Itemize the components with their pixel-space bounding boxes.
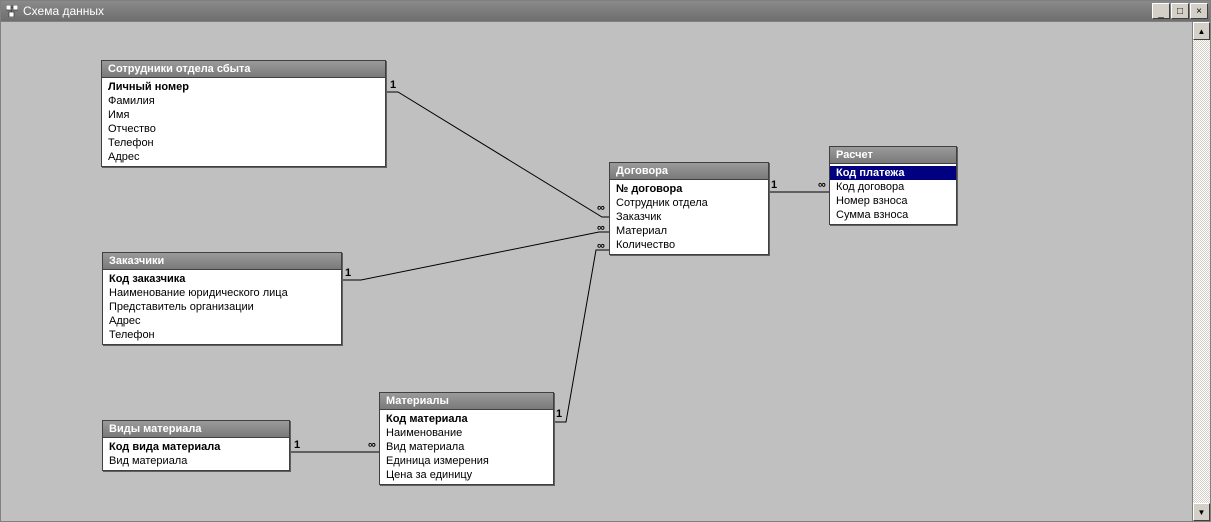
entity-field[interactable]: Код заказчика xyxy=(103,272,341,286)
maximize-button[interactable]: □ xyxy=(1171,3,1189,19)
entity-header[interactable]: Договора xyxy=(610,163,768,180)
entity-field[interactable]: Представитель организации xyxy=(103,300,341,314)
app-window: Схема данных _ □ × Сотрудники отдела сбы… xyxy=(0,0,1211,522)
minimize-button[interactable]: _ xyxy=(1152,3,1170,19)
entity-field[interactable]: Вид материала xyxy=(380,440,553,454)
entity-field[interactable]: № договора xyxy=(610,182,768,196)
relationship-cardinality: 1 xyxy=(556,408,562,420)
relationship-cardinality: ∞ xyxy=(597,222,605,234)
entity-field[interactable]: Сотрудник отдела xyxy=(610,196,768,210)
entity-field[interactable]: Сумма взноса xyxy=(830,208,956,222)
entity-body: Личный номерФамилияИмяОтчествоТелефонАдр… xyxy=(102,78,385,166)
vertical-scrollbar[interactable]: ▲ ▼ xyxy=(1192,22,1210,521)
entity-field[interactable]: Код вида материала xyxy=(103,440,289,454)
entity-body: Код вида материалаВид материала xyxy=(103,438,289,470)
relationship-cardinality: ∞ xyxy=(597,240,605,252)
entity-field[interactable]: Фамилия xyxy=(102,94,385,108)
entity-mattype[interactable]: Виды материалаКод вида материалаВид мате… xyxy=(102,420,290,471)
titlebar[interactable]: Схема данных _ □ × xyxy=(1,1,1210,21)
entity-field[interactable]: Наименование юридического лица xyxy=(103,286,341,300)
entity-field[interactable]: Адрес xyxy=(102,150,385,164)
entity-field[interactable]: Номер взноса xyxy=(830,194,956,208)
schema-canvas[interactable]: Сотрудники отдела сбытаЛичный номерФамил… xyxy=(1,22,1192,521)
relationship-cardinality: ∞ xyxy=(818,179,826,191)
entity-header[interactable]: Расчет xyxy=(830,147,956,164)
entity-emp[interactable]: Сотрудники отдела сбытаЛичный номерФамил… xyxy=(101,60,386,167)
entity-field[interactable]: Телефон xyxy=(102,136,385,150)
window-title: Схема данных xyxy=(23,4,1152,18)
relationship-cardinality: ∞ xyxy=(597,202,605,214)
entity-field[interactable]: Личный номер xyxy=(102,80,385,94)
entity-field[interactable]: Код материала xyxy=(380,412,553,426)
entity-contr[interactable]: Договора№ договораСотрудник отделаЗаказч… xyxy=(609,162,769,255)
relationship-cardinality: 1 xyxy=(294,439,300,451)
entity-field[interactable]: Имя xyxy=(102,108,385,122)
relationship-cardinality: 1 xyxy=(771,179,777,191)
entity-header[interactable]: Заказчики xyxy=(103,253,341,270)
app-icon xyxy=(5,4,19,18)
entity-body: Код платежаКод договораНомер взносаСумма… xyxy=(830,164,956,224)
entity-calc[interactable]: РасчетКод платежаКод договораНомер взнос… xyxy=(829,146,957,225)
relationship-cardinality: ∞ xyxy=(368,439,376,451)
entity-field[interactable]: Заказчик xyxy=(610,210,768,224)
entity-field[interactable]: Единица измерения xyxy=(380,454,553,468)
scroll-down-button[interactable]: ▼ xyxy=(1193,503,1210,521)
entity-body: Код материалаНаименованиеВид материалаЕд… xyxy=(380,410,553,484)
entity-field[interactable]: Цена за единицу xyxy=(380,468,553,482)
entity-mat[interactable]: МатериалыКод материалаНаименованиеВид ма… xyxy=(379,392,554,485)
entity-field[interactable]: Код платежа xyxy=(830,166,956,180)
client-area: Сотрудники отдела сбытаЛичный номерФамил… xyxy=(1,21,1210,521)
entity-field[interactable]: Материал xyxy=(610,224,768,238)
entity-field[interactable]: Код договора xyxy=(830,180,956,194)
entity-field[interactable]: Количество xyxy=(610,238,768,252)
entity-body: № договораСотрудник отделаЗаказчикМатери… xyxy=(610,180,768,254)
entity-field[interactable]: Отчество xyxy=(102,122,385,136)
entity-field[interactable]: Адрес xyxy=(103,314,341,328)
entity-field[interactable]: Наименование xyxy=(380,426,553,440)
entity-field[interactable]: Вид материала xyxy=(103,454,289,468)
window-buttons: _ □ × xyxy=(1152,3,1208,19)
scroll-track[interactable] xyxy=(1193,40,1210,503)
close-button[interactable]: × xyxy=(1190,3,1208,19)
entity-header[interactable]: Виды материала xyxy=(103,421,289,438)
scroll-up-button[interactable]: ▲ xyxy=(1193,22,1210,40)
entity-cust[interactable]: ЗаказчикиКод заказчикаНаименование юриди… xyxy=(102,252,342,345)
entity-header[interactable]: Сотрудники отдела сбыта xyxy=(102,61,385,78)
entity-body: Код заказчикаНаименование юридического л… xyxy=(103,270,341,344)
relationship-cardinality: 1 xyxy=(390,79,396,91)
entity-field[interactable]: Телефон xyxy=(103,328,341,342)
entity-header[interactable]: Материалы xyxy=(380,393,553,410)
relationship-cardinality: 1 xyxy=(345,267,351,279)
